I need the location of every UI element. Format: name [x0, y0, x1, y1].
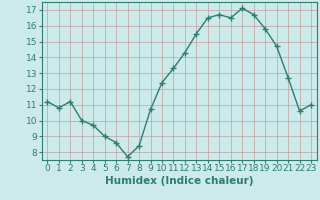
- X-axis label: Humidex (Indice chaleur): Humidex (Indice chaleur): [105, 176, 253, 186]
